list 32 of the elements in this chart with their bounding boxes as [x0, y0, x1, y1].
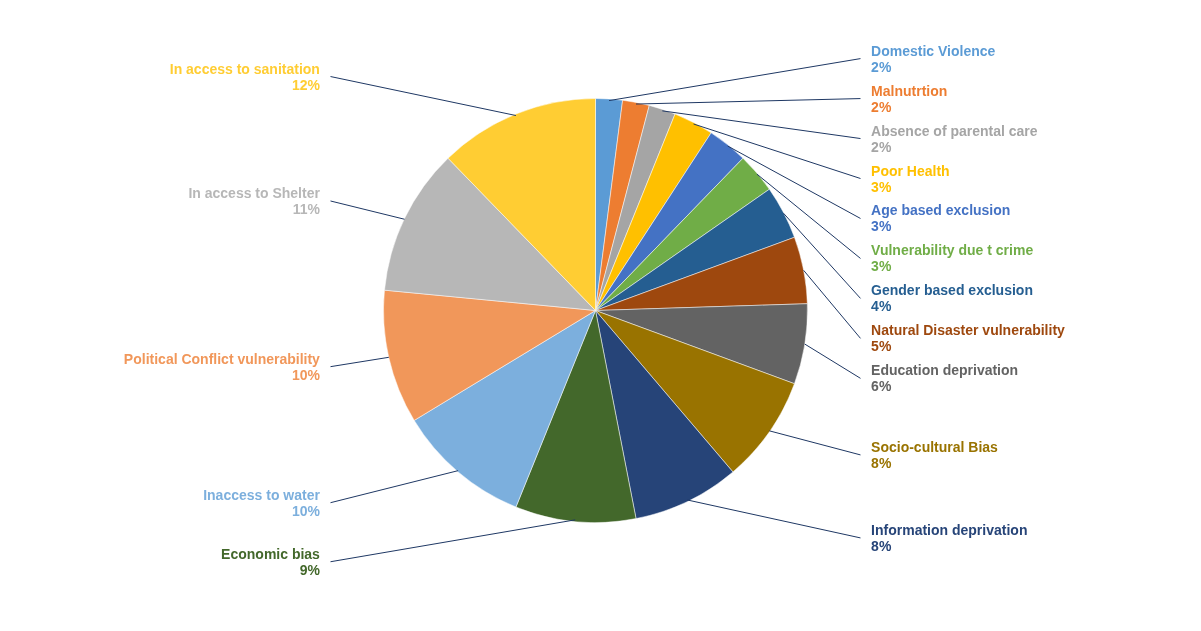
data-label: 2% — [871, 98, 892, 115]
data-label: 3% — [871, 258, 892, 275]
slice-label: Poor Health — [871, 162, 950, 179]
data-label: 5% — [871, 338, 892, 355]
slice-label: Vulnerability due t crime — [871, 242, 1034, 259]
slice-label: Political Conflict vulnerability — [123, 350, 321, 367]
data-label: 2% — [871, 138, 892, 155]
data-label: 9% — [299, 561, 321, 578]
slice-label: Domestic Violence — [871, 42, 996, 59]
slice-label: Absence of parental care — [871, 122, 1038, 139]
slice-label: Education deprivation — [871, 362, 1019, 379]
data-label: 3% — [871, 178, 892, 195]
slice-label: Natural Disaster vulnerability — [871, 322, 1066, 339]
data-label: 3% — [871, 218, 892, 235]
data-label: 2% — [871, 58, 892, 75]
slice-label: Economic bias — [221, 545, 321, 562]
slice-label: In access to Shelter — [188, 184, 321, 201]
slice-label: In access to sanitation — [169, 60, 320, 77]
data-label: 11% — [292, 200, 321, 217]
data-label: 12% — [291, 76, 321, 93]
slice-label: Malnutrtion — [871, 82, 948, 99]
slice-label: Inaccess to water — [203, 486, 321, 503]
data-label: 8% — [871, 537, 892, 554]
data-label: 10% — [291, 366, 321, 383]
slice-label: Socio-cultural Bias — [871, 438, 999, 455]
slice-label: Information deprivation — [871, 521, 1028, 538]
data-label: 10% — [291, 502, 321, 519]
slice-label: Gender based exclusion — [871, 282, 1033, 299]
data-label: 6% — [871, 378, 892, 395]
slice-label: Age based exclusion — [871, 202, 1011, 219]
data-label: 8% — [871, 454, 892, 471]
data-label: 4% — [871, 298, 892, 315]
